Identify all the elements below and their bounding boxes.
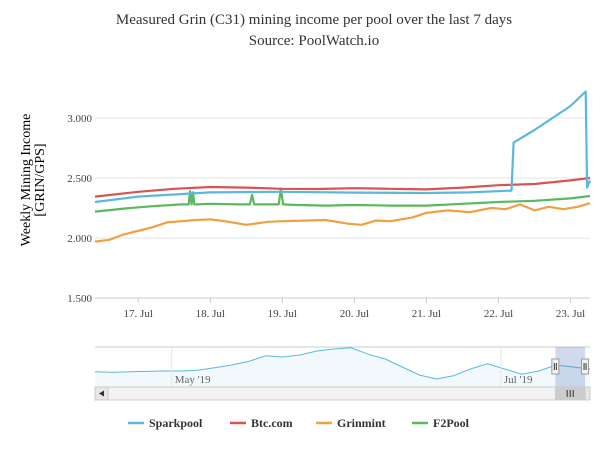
legend-item-sparkpool[interactable]: Sparkpool bbox=[128, 416, 203, 430]
gridlines bbox=[95, 117, 590, 299]
navigator-selection[interactable] bbox=[555, 347, 586, 387]
chart-title: Measured Grin (C31) mining income per po… bbox=[116, 12, 512, 28]
y-tick-label: 2.500 bbox=[67, 173, 92, 185]
legend-item-grinmint[interactable]: Grinmint bbox=[316, 416, 386, 430]
x-tick-label: 23. Jul bbox=[556, 308, 585, 320]
scrollbar-track[interactable] bbox=[94, 386, 591, 401]
x-tick-label: 21. Jul bbox=[412, 308, 441, 320]
series-line-grinmint[interactable] bbox=[94, 202, 591, 243]
navigator-handle-left[interactable] bbox=[551, 358, 560, 375]
plot-area bbox=[94, 90, 592, 243]
navigator-ticks: May '19 Jul '19 bbox=[171, 347, 533, 387]
x-tick-label: 20. Jul bbox=[340, 308, 369, 320]
legend-label: Grinmint bbox=[337, 416, 386, 430]
legend-item-btc-com[interactable]: Btc.com bbox=[230, 416, 293, 430]
series-line-btc-com[interactable] bbox=[94, 176, 591, 198]
y-axis-label-line-1: Weekly Mining Income bbox=[19, 114, 34, 247]
y-tick-label: 1.500 bbox=[67, 293, 92, 305]
y-tick-label: 2.000 bbox=[67, 233, 92, 245]
x-tick-label: 17. Jul bbox=[124, 308, 153, 320]
x-axis: 17. Jul 18. Jul 19. Jul 20. Jul 21. Jul 22. J… bbox=[124, 298, 585, 320]
y-tick-label: 3.000 bbox=[67, 113, 92, 125]
legend-label: Btc.com bbox=[251, 416, 293, 430]
scroll-left-arrow-icon bbox=[99, 390, 104, 397]
navigator-handle-right[interactable] bbox=[581, 358, 590, 375]
chart-subtitle: Source: PoolWatch.io bbox=[249, 33, 379, 49]
legend-label: Sparkpool bbox=[149, 416, 203, 430]
series-line-sparkpool[interactable] bbox=[94, 90, 592, 204]
x-tick-label: 22. Jul bbox=[484, 308, 513, 320]
navigator-series-line bbox=[94, 347, 591, 380]
navigator-tick-label: Jul '19 bbox=[504, 374, 533, 386]
legend-item-f2pool[interactable]: F2Pool bbox=[412, 416, 470, 430]
x-tick-label: 19. Jul bbox=[268, 308, 297, 320]
scrollbar-grip-icon bbox=[566, 390, 574, 397]
scrollbar[interactable] bbox=[94, 386, 591, 401]
navigator-tick-label: May '19 bbox=[175, 374, 211, 386]
navigator-series-area bbox=[95, 347, 590, 387]
x-tick-label: 18. Jul bbox=[196, 308, 225, 320]
legend-label: F2Pool bbox=[433, 416, 470, 430]
y-axis: 1.500 2.000 2.500 3.000 bbox=[67, 113, 92, 305]
y-axis-label-line-2: [GRIN/GPS] bbox=[33, 143, 48, 216]
legend: Sparkpool Btc.com Grinmint F2Pool bbox=[128, 416, 470, 430]
